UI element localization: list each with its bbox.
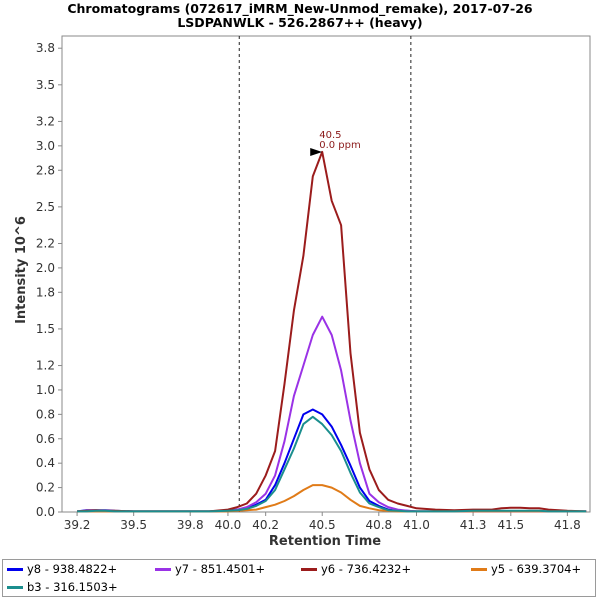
x-tick-label: 39.8 [177,518,204,532]
y-tick-label: 2.0 [36,261,55,275]
x-tick-label: 41.5 [497,518,524,532]
x-tick-label: 41.0 [403,518,430,532]
y-tick-label: 0.8 [36,407,55,421]
y-tick-label: 1.8 [36,285,55,299]
y-tick-label: 1.0 [36,383,55,397]
series-line [77,415,587,513]
y-tick-label: 0.6 [36,432,55,446]
series-lines [76,150,587,513]
x-tick-label: 40.0 [215,518,242,532]
chart-title: Chromatograms (072617_iMRM_New-Unmod_rem… [67,1,533,17]
legend-item: y5 - 639.3704+ [471,561,581,577]
y-tick-label: 3.5 [36,78,55,92]
legend-label: y6 - 736.4232+ [321,562,412,576]
legend-swatch [7,567,23,571]
peak-annotation-rt: 40.5 [319,130,341,141]
y-axis: 0.0 0.2 0.4 0.6 0.8 1.0 1.2 1.5 1.8 2.0 2.2 2.5 2.8 3… [36,41,62,519]
x-tick-label: 39.2 [64,518,91,532]
legend-swatch [301,567,317,571]
legend-swatch [7,585,23,589]
y-tick-label: 2.2 [36,236,55,250]
x-tick-label: 41.3 [460,518,487,532]
legend-label: y8 - 938.4822+ [27,562,118,576]
legend-item: y6 - 736.4232+ [301,561,411,577]
legend-item: y8 - 938.4822+ [7,561,117,577]
legend-label: y5 - 639.3704+ [491,562,582,576]
x-tick-label: 40.2 [252,518,279,532]
legend-item: b3 - 316.1503+ [7,579,118,595]
y-tick-label: 1.2 [36,359,55,373]
y-axis-title: Intensity 10^6 [14,216,29,324]
plot-area [61,35,591,513]
y-tick-label: 2.8 [36,163,55,177]
peak-annotation: 40.5 0.0 ppm [310,130,361,156]
y-tick-label: 1.5 [36,322,55,336]
legend-item: y7 - 851.4501+ [155,561,265,577]
chart-subtitle: LSDPANWLK - 526.2867++ (heavy) [177,15,422,30]
y-tick-label: 3.2 [36,114,55,128]
legend-swatch [471,567,487,571]
x-tick-label: 41.8 [554,518,581,532]
legend: y8 - 938.4822+ y7 - 851.4501+ y6 - 736.423… [2,559,596,597]
legend-swatch [155,567,171,571]
x-tick-label: 39.5 [120,518,147,532]
y-tick-label: 3.0 [36,139,55,153]
x-axis: 39.2 39.5 39.8 40.0 40.2 40.5 40.8 41.0 41.3 41.5… [64,512,581,532]
y-tick-label: 0.2 [36,481,55,495]
peak-annotation-ppm: 0.0 ppm [319,140,361,151]
legend-label: b3 - 316.1503+ [27,580,118,594]
x-axis-title: Retention Time [269,534,381,549]
y-tick-label: 0.4 [36,456,55,470]
y-tick-label: 2.5 [36,200,55,214]
integration-boundaries [238,36,412,512]
x-tick-label: 40.8 [365,518,392,532]
chromatogram-chart: Chromatograms (072617_iMRM_New-Unmod_rem… [14,1,591,549]
y-tick-label: 3.8 [36,41,55,55]
plot-frame [61,35,591,513]
y-tick-label: 0.0 [36,505,55,519]
peak-marker [310,147,323,156]
legend-label: y7 - 851.4501+ [175,562,266,576]
x-tick-label: 40.5 [309,518,336,532]
